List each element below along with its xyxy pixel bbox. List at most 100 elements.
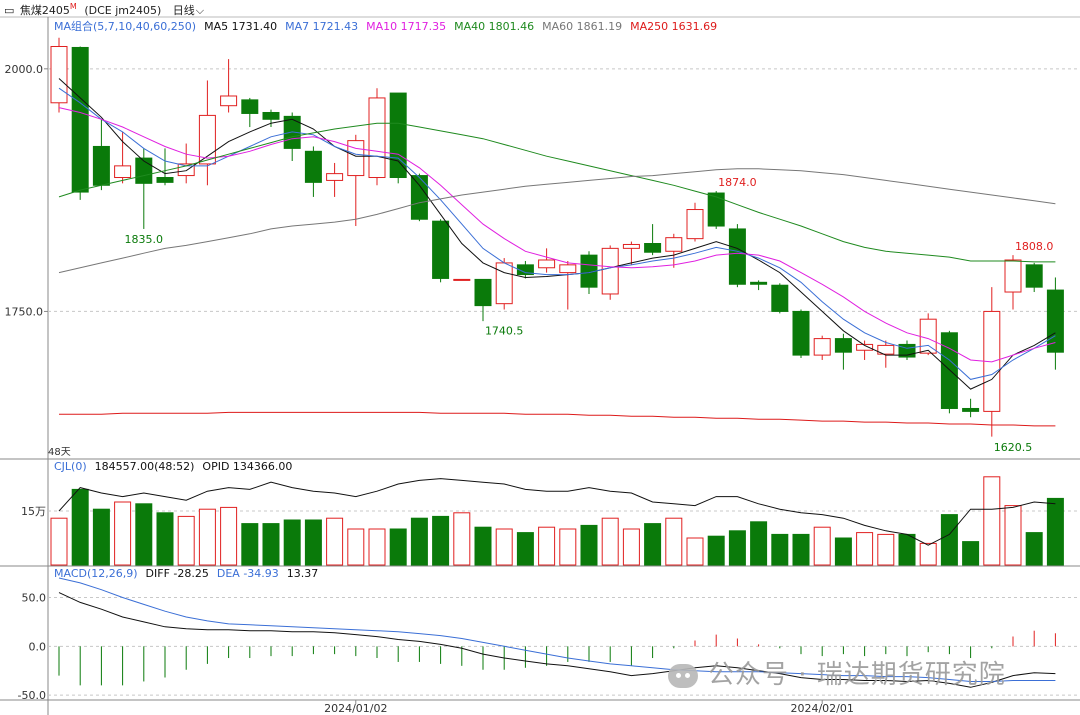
macd-dea-line	[58, 577, 1056, 682]
volume-bar-37	[834, 537, 852, 566]
chevron-down-icon: ⌵	[195, 4, 205, 17]
period-selector[interactable]: 日线⌵	[172, 4, 205, 17]
candle-body-10	[262, 111, 280, 120]
volume-bar-6	[177, 515, 195, 566]
x-tick-label-1: 2024/02/01	[790, 702, 853, 715]
ma-line-ma7	[58, 87, 1056, 380]
wechat-icon	[668, 663, 698, 688]
candle-body-46	[1025, 264, 1043, 288]
volume-bar-30	[686, 537, 704, 566]
candle-body-29	[665, 237, 683, 252]
volume-bar-38	[856, 532, 874, 566]
candle-body-8	[220, 95, 238, 107]
volume-bar-19	[453, 512, 471, 566]
volume-bar-15	[368, 528, 386, 566]
volume-tick-label-0: 15万	[21, 505, 46, 518]
ma-legend: MA组合(5,7,10,40,60,250) MA5 1731.40 MA7 172…	[54, 18, 725, 34]
price-annotation-2: 1874.0	[718, 176, 757, 189]
watermark: 公众号 · 瑞达期货研究院	[668, 654, 1006, 691]
volume-bar-1	[71, 488, 89, 566]
candle-body-42	[940, 332, 958, 409]
volume-bar-0	[50, 517, 68, 566]
candle-body-43	[962, 407, 980, 412]
volume-bar-9	[241, 523, 259, 566]
candle-body-7	[198, 114, 216, 165]
candle-body-28	[644, 243, 662, 253]
volume-bar-31	[707, 535, 725, 566]
volume-bar-44	[983, 476, 1001, 566]
ma-legend-item-5: MA60 1861.19	[542, 20, 623, 33]
volume-bar-25	[580, 524, 598, 566]
volume-bar-14	[347, 528, 365, 566]
volume-bar-34	[771, 533, 789, 566]
ma-legend-item-4: MA40 1801.46	[454, 20, 535, 33]
volume-bar-39	[877, 533, 895, 566]
candle-body-17	[410, 175, 428, 220]
ma-line-ma250	[59, 411, 1056, 427]
price-annotation-4: 1620.5	[994, 441, 1033, 454]
symbol-label[interactable]: 焦煤2405	[19, 4, 70, 17]
volume-legend-item-2: OPID 134366.00	[202, 460, 293, 473]
candle-body-12	[304, 150, 322, 183]
volume-bar-20	[474, 526, 492, 566]
macd-legend-item-3: 13.37	[286, 567, 319, 580]
candle-body-27	[622, 243, 640, 249]
candle-body-41	[919, 318, 937, 354]
symbol-badge: M	[69, 2, 77, 12]
chart-type-icon[interactable]: ▭	[4, 4, 15, 17]
price-annotation-0: 1835.0	[125, 233, 164, 246]
ma-legend-item-0[interactable]: MA组合(5,7,10,40,60,250)	[54, 20, 197, 33]
ma-line-ma5	[58, 78, 1056, 390]
volume-bar-47	[1046, 497, 1064, 566]
candle-body-0	[50, 45, 68, 104]
watermark-text: 公众号 · 瑞达期货研究院	[708, 660, 1006, 690]
candle-body-16	[389, 92, 407, 179]
volume-bar-29	[665, 517, 683, 566]
volume-bar-10	[262, 523, 280, 566]
ma-legend-item-1: MA5 1731.40	[204, 20, 278, 33]
macd-legend-item-0[interactable]: MACD(12,26,9)	[54, 567, 138, 580]
ma-legend-item-2: MA7 1721.43	[285, 20, 359, 33]
volume-bar-32	[728, 530, 746, 566]
volume-bar-28	[644, 523, 662, 566]
candle-body-23	[538, 259, 556, 269]
volume-legend-item-0[interactable]: CJL(0)	[54, 460, 87, 473]
volume-bar-43	[962, 541, 980, 566]
candle-body-30	[686, 209, 704, 240]
price-annotation-1: 1740.5	[485, 325, 524, 338]
candle-body-5	[156, 177, 174, 183]
price-tick-label-1: 1750.0	[5, 305, 44, 318]
candle-body-31	[707, 192, 725, 227]
volume-bar-3	[114, 501, 132, 566]
ma-line-ma40	[58, 122, 1056, 263]
candle-body-32	[728, 228, 746, 285]
volume-bar-4	[135, 503, 153, 566]
volume-bar-35	[792, 533, 810, 566]
candle-body-14	[347, 140, 365, 177]
macd-legend-item-1: DIFF -28.25	[145, 567, 209, 580]
volume-bar-40	[898, 533, 916, 566]
candle-body-20	[474, 278, 492, 307]
candle-body-6	[177, 163, 195, 177]
open-interest-line	[58, 478, 1056, 546]
volume-bar-17	[410, 517, 428, 566]
volume-bar-12	[304, 519, 322, 566]
ma-legend-item-3: MA10 1717.35	[366, 20, 447, 33]
volume-bar-33	[750, 521, 768, 566]
candle-body-3	[114, 165, 132, 179]
volume-bar-46	[1025, 532, 1043, 566]
candle-body-2	[92, 145, 110, 186]
candle-body-45	[1004, 259, 1022, 293]
volume-legend: CJL(0) 184557.00(48:52) OPID 134366.00	[54, 460, 300, 473]
volume-bar-11	[283, 519, 301, 566]
title-bar: ▭ 焦煤2405M (DCE jm2405) 日线⌵	[4, 2, 220, 18]
volume-bar-45	[1004, 505, 1022, 566]
volume-bar-26	[601, 517, 619, 566]
candle-body-9	[241, 99, 259, 114]
x-tick-label-0: 2024/01/02	[324, 702, 387, 715]
volume-bar-2	[92, 508, 110, 566]
candle-body-22	[516, 264, 534, 276]
candle-body-15	[368, 97, 386, 179]
candle-body-13	[326, 173, 344, 181]
candle-body-24	[559, 264, 577, 274]
